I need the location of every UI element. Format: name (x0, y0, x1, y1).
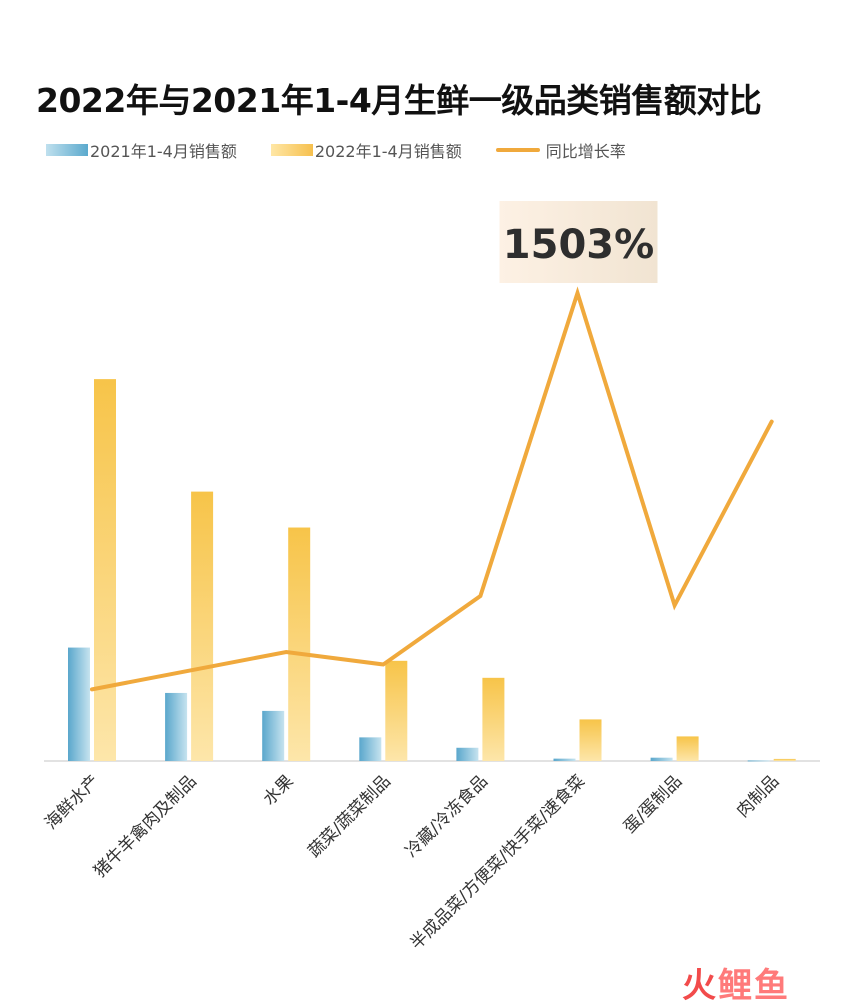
bar-2022-1 (191, 492, 213, 761)
bar-2021-1 (165, 693, 187, 761)
x-tick-label-2: 水果 (260, 771, 298, 809)
x-tick-label-5: 半成品菜/方便菜/快手菜/速食菜 (406, 771, 589, 954)
watermark-logo: 火鲤鱼 (682, 958, 790, 1007)
bar-2021-2 (262, 711, 284, 761)
x-tick-label-7: 肉制品 (733, 771, 783, 821)
bar-2022-7 (774, 759, 796, 761)
x-tick-label-3: 蔬菜/蔬菜制品 (305, 771, 395, 861)
bar-2021-3 (359, 737, 381, 761)
bar-2021-5 (554, 759, 576, 761)
bar-2022-6 (677, 736, 699, 761)
bar-2021-0 (68, 648, 90, 761)
watermark-char-1: 火 (682, 966, 718, 1006)
bar-2022-5 (580, 719, 602, 761)
bar-2022-4 (482, 678, 504, 761)
bar-2022-3 (385, 661, 407, 761)
x-tick-label-1: 猪牛羊禽肉及制品 (90, 771, 200, 881)
x-tick-label-6: 蛋/蛋制品 (620, 771, 686, 837)
bar-2021-7 (748, 760, 770, 761)
x-tick-label-0: 海鲜水产 (41, 771, 103, 833)
bar-2021-4 (456, 748, 478, 761)
bar-2022-0 (94, 379, 116, 761)
bar-2021-6 (651, 758, 673, 761)
peak-annotation-label: 1503% (503, 222, 654, 268)
x-tick-label-4: 冷藏/冷冻食品 (402, 771, 492, 861)
watermark-char-2: 鲤鱼 (718, 966, 790, 1006)
bar-2022-2 (288, 528, 310, 761)
